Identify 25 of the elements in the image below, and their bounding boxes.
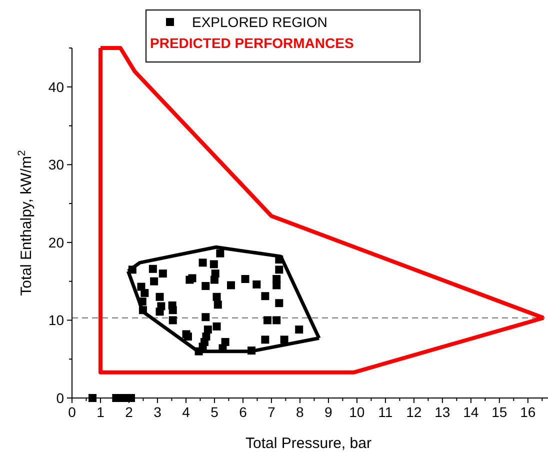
x-tick-label: 4 (182, 404, 190, 420)
x-tick-label: 5 (210, 404, 219, 420)
y-tick-label: 0 (56, 390, 64, 406)
x-tick-label: 13 (434, 404, 450, 420)
x-tick-label: 0 (68, 404, 76, 420)
y-tick-label: 20 (48, 234, 64, 250)
y-tick-label: 30 (48, 156, 64, 173)
legend-label: EXPLORED REGION (192, 14, 328, 30)
x-tick-label: 6 (239, 404, 248, 420)
x-tick-label: 12 (406, 404, 422, 420)
x-tick-label: 3 (154, 404, 162, 420)
x-tick-label: 11 (378, 404, 393, 420)
x-tick-label: 14 (463, 404, 479, 420)
x-tick-label: 10 (349, 404, 365, 420)
x-tick-label: 8 (296, 404, 304, 420)
series-label: PREDICTED PERFORMANCES (150, 35, 354, 51)
x-tick-label: 15 (492, 404, 508, 420)
y-tick-label: 10 (48, 312, 64, 328)
x-axis-title: Total Pressure, bar (246, 435, 372, 452)
x-tick-label: 7 (268, 404, 276, 420)
x-tick-label: 16 (520, 404, 536, 420)
x-tick-label: 2 (125, 404, 134, 420)
x-tick-label: 9 (324, 404, 333, 420)
y-tick-label: 40 (48, 78, 64, 95)
x-tick-label: 1 (96, 404, 105, 420)
